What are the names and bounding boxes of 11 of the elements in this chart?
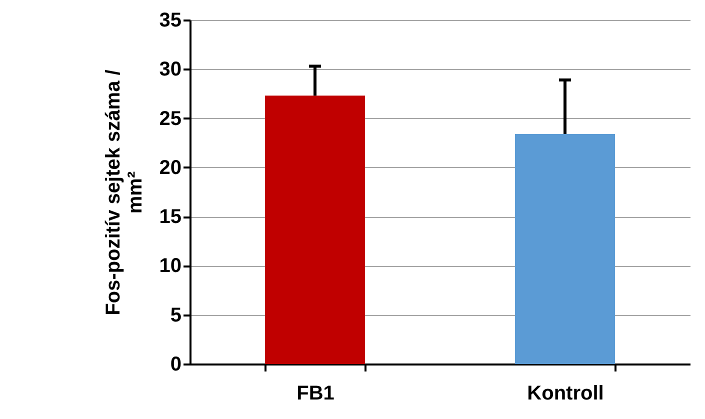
y-tick-label: 20 <box>159 156 182 179</box>
y-tick-label: 35 <box>159 10 182 32</box>
y-tick-label: 15 <box>159 206 182 228</box>
y-tick-label: 5 <box>170 304 182 326</box>
y-axis-title: Fos-pozitív sejtek száma / mm² <box>102 69 146 316</box>
y-tick-label: 0 <box>170 354 182 376</box>
y-tick-label: 25 <box>159 108 182 130</box>
x-tick-label: FB1 <box>296 382 334 404</box>
y-tick-label: 10 <box>159 255 182 278</box>
y-tick-label: 30 <box>159 58 182 81</box>
x-tick-label: Kontroll <box>527 382 604 404</box>
